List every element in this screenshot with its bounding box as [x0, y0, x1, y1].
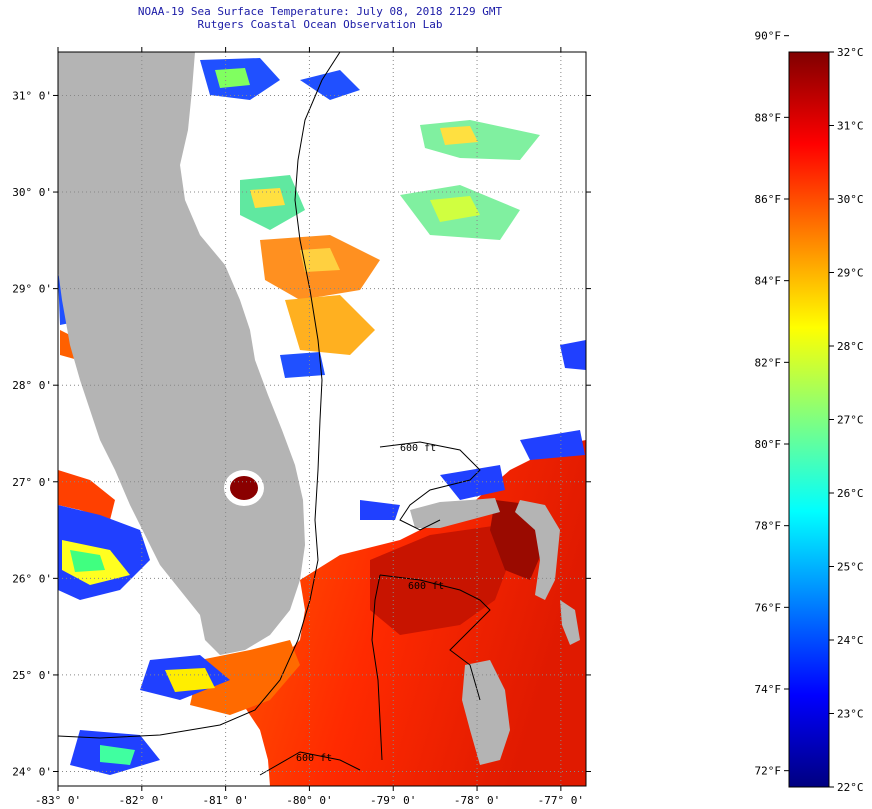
latitude-label: 28° 0' — [12, 379, 52, 392]
lat-lon-grid — [58, 52, 586, 786]
latitude-labels: 31° 0' 30° 0' 29° 0' 28° 0' 27° 0' 26° 0' 25° … — [12, 89, 591, 779]
abaco-island — [515, 500, 560, 600]
isobath-contours — [58, 52, 491, 776]
longitude-label: -77° 0' — [538, 794, 584, 807]
map-frame — [57, 51, 587, 787]
cool-water-patches — [58, 275, 586, 775]
longitude-label: -78° 0' — [454, 794, 500, 807]
latitude-label: 25° 0' — [12, 669, 52, 682]
latitude-label: 24° 0' — [12, 766, 52, 779]
gulf-warm-strip — [58, 470, 115, 520]
warm-water-keys — [190, 640, 300, 715]
longitude-label: -81° 0' — [202, 794, 248, 807]
latitude-label: 30° 0' — [12, 186, 52, 199]
lake-okeechobee-water — [230, 476, 258, 500]
isobath-label-south: 600 ft — [296, 753, 332, 764]
eleuthera-island — [560, 600, 580, 645]
coastal-sst-patches — [200, 58, 540, 378]
grand-bahama-island — [410, 498, 500, 528]
longitude-label: -83° 0' — [35, 794, 81, 807]
hot-water-core — [370, 525, 510, 635]
longitude-labels: -83° 0' -82° 0' -81° 0' -80° 0' -79° 0' -78° … — [35, 47, 584, 807]
latitude-label: 27° 0' — [12, 476, 52, 489]
latitude-label: 31° 0' — [12, 89, 52, 102]
isobath-label-center: 600 ft — [408, 581, 444, 592]
longitude-label: -82° 0' — [119, 794, 165, 807]
map-frame-content — [58, 52, 586, 786]
andros-island — [462, 660, 510, 765]
latitude-label: 29° 0' — [12, 283, 52, 296]
isobath-label-north: 600 ft — [400, 443, 436, 454]
longitude-label: -79° 0' — [370, 794, 416, 807]
map-title: NOAA-19 Sea Surface Temperature: July 08… — [137, 5, 503, 18]
longitude-label: -80° 0' — [286, 794, 332, 807]
map-subtitle: Rutgers Coastal Ocean Observation Lab — [197, 18, 443, 31]
latitude-label: 26° 0' — [12, 572, 52, 585]
